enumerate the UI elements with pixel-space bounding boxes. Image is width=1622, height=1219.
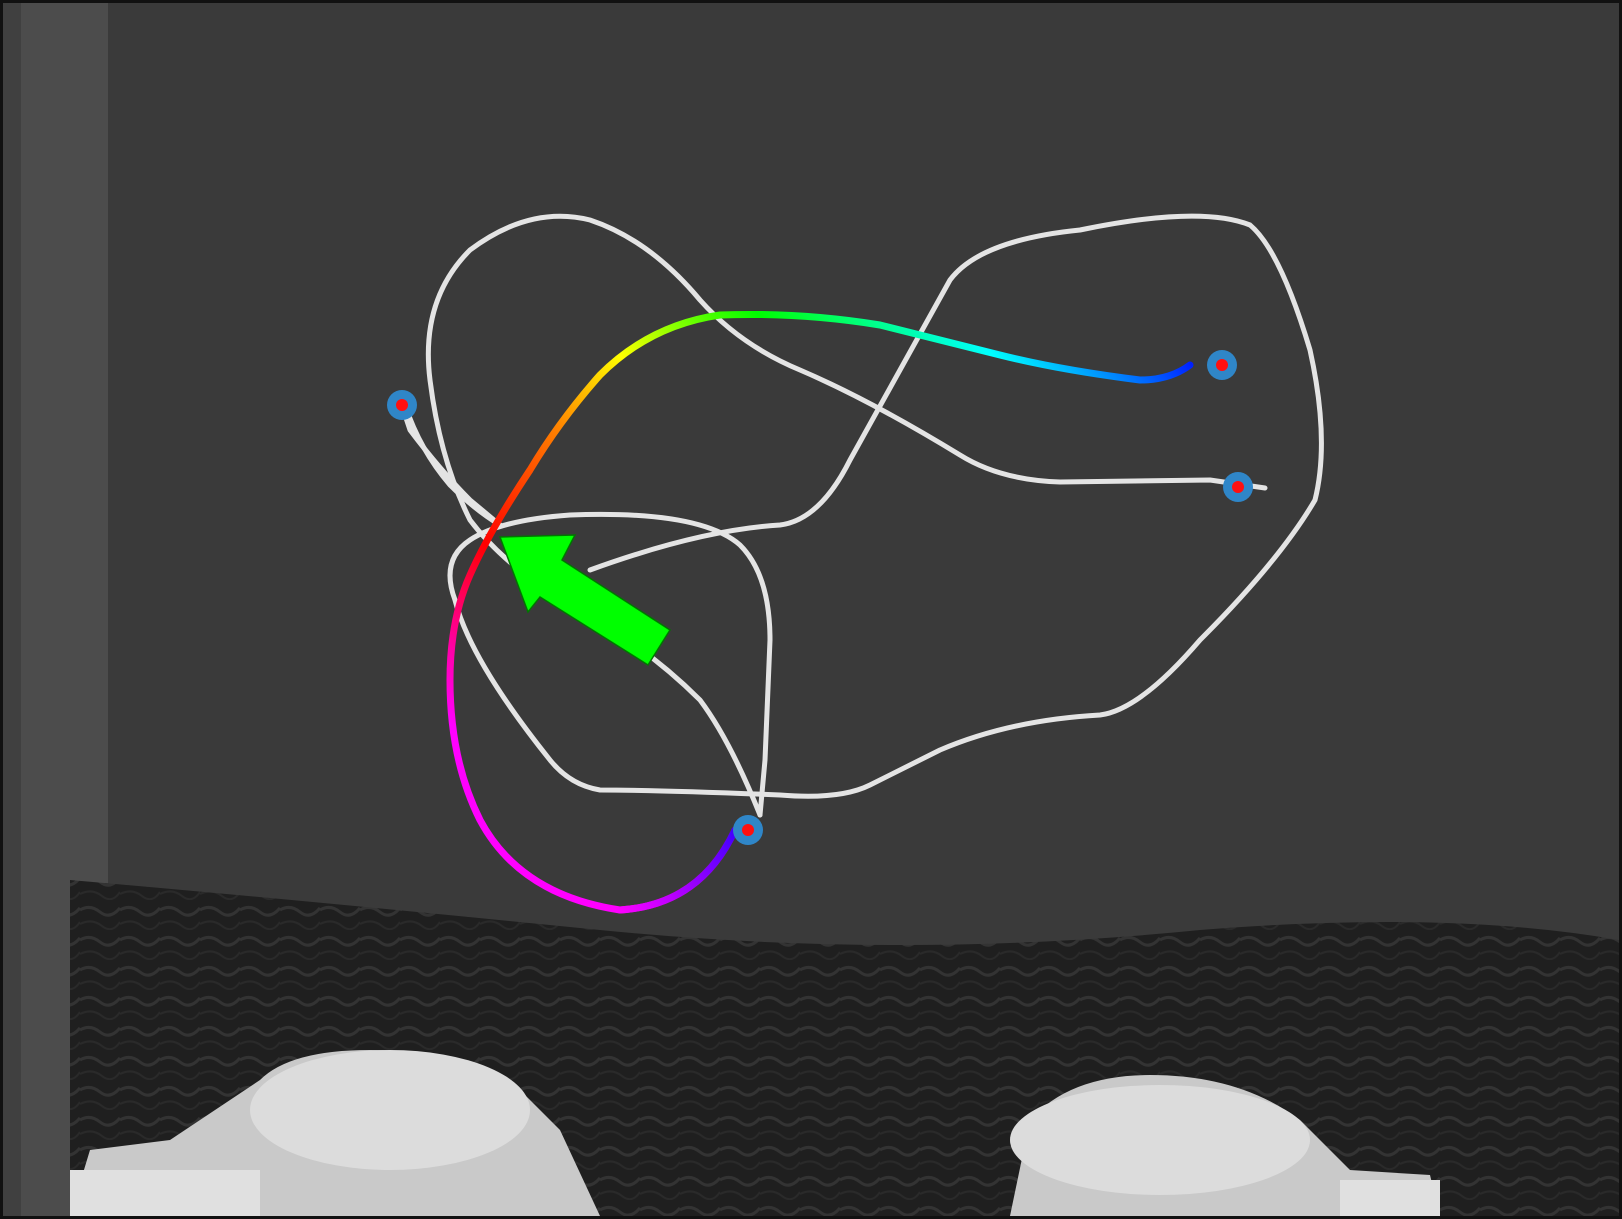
highlighted-cable bbox=[446, 310, 1194, 914]
endpoint-marker-icon bbox=[733, 815, 763, 845]
cable-upper-left bbox=[397, 397, 503, 528]
cable-upper-left-2 bbox=[402, 402, 503, 528]
robot-base-right bbox=[1010, 1075, 1440, 1216]
endpoint-marker-icon bbox=[387, 390, 417, 420]
endpoint-marker-icon bbox=[1207, 350, 1237, 380]
push-direction-arrow-icon bbox=[498, 534, 672, 667]
robot-base-left bbox=[70, 1050, 600, 1216]
left-edge-shadow bbox=[3, 3, 21, 1216]
endpoint-marker-icon bbox=[1223, 472, 1253, 502]
